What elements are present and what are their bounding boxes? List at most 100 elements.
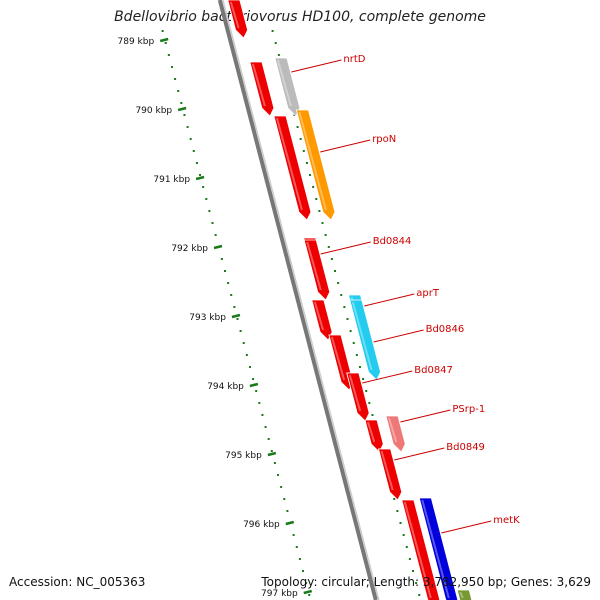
scale-tick [195,175,205,181]
gene-arrow [311,299,333,341]
scale-label: 794 kbp [207,382,244,392]
scale-dot [280,486,283,488]
track-dot [371,414,374,416]
scale-dot [267,438,270,440]
gene-leader-line [364,293,415,307]
track-dot [327,246,330,248]
track-dot [346,318,349,320]
scale-dot [202,186,205,188]
scale-tick [231,313,241,319]
gene-arrow [274,57,301,117]
track-dot [321,222,324,224]
gene-leader-line [400,409,451,423]
scale-dot [227,282,230,284]
gene-highlight [313,301,325,331]
gene-arrow [349,299,381,381]
scale-tick [213,244,223,250]
track-dot [309,174,312,176]
scale-dot [183,114,186,116]
gene-highlight [403,501,432,599]
scale-tick [303,589,313,595]
scale-dot [186,126,189,128]
scale-tick [267,451,277,457]
scale-label: 795 kbp [225,451,262,461]
gene-arrow [378,448,403,501]
gene-arrow [385,415,406,453]
scale-dot [273,462,276,464]
gene-label: Bd0847 [414,365,453,376]
scale-dot [164,42,167,44]
track-dot [399,522,402,524]
track-dot [334,270,336,272]
scale-dot [192,150,195,152]
track-dot [408,558,411,560]
gene-label: nrtD [343,54,365,65]
gene-leader-line [441,520,492,534]
scale-dot [233,306,236,308]
scale-dot [292,534,295,536]
gene-leader-line [320,241,371,255]
scale-dot [205,198,208,200]
gene-highlight [348,374,362,412]
scale-dot [220,258,223,260]
track-dot [324,234,327,236]
gene-highlight [330,336,346,381]
scale-dot [224,270,226,272]
scale-dot [298,558,301,560]
scale-dot [295,546,298,548]
gene-arrow [273,115,312,221]
scale-dot [252,378,255,380]
gene-label: Bd0846 [426,324,465,335]
scale-dot [170,66,173,68]
gene-highlight [380,450,394,491]
gene-highlight [298,111,327,211]
gene-leader-line [320,139,371,153]
map-title: Bdellovibrio bacteriovorus HD100, comple… [114,9,486,25]
track-dot [355,354,358,356]
gene-label: Bd0844 [373,236,412,247]
scale-dot [270,450,273,452]
gene-highlight [459,591,464,599]
track-dot [315,198,318,200]
track-dot [305,162,308,164]
accession-text: Accession: NC_005363 [9,575,146,589]
scale-dot [195,162,198,164]
gene-arrow [456,589,473,600]
scale-dot [258,402,261,404]
scale-dot [208,210,211,212]
scale-dot [302,570,304,572]
gene-label: aprT [416,288,440,299]
track-dot [337,282,340,284]
scale-dot [283,498,286,500]
scale-dot [286,510,289,512]
track-dot [393,498,396,500]
gene-arrow [227,0,249,39]
gene-highlight [351,301,373,371]
gene-highlight [367,421,376,443]
gene-highlight [388,417,398,443]
scale-dot [230,294,233,296]
track-dot [274,42,277,44]
track-dot [405,546,408,548]
gene-arrow [364,419,384,453]
gene-label: metK [493,515,520,526]
track-dot [365,390,368,392]
gene-arrow [346,372,370,422]
track-dot [362,378,365,380]
scale-label: 792 kbp [171,244,208,254]
scale-dot [305,582,308,584]
scale-label: 789 kbp [118,37,155,47]
scale-dot [242,342,245,344]
gene-label: Bd0849 [446,442,485,453]
track-dot [318,210,321,212]
track-dot [271,30,274,32]
track-dot [299,138,302,140]
track-dot [396,510,399,512]
gene-highlight [306,241,322,291]
gene-arrow [303,239,331,301]
gene-label: PSrp-1 [452,404,485,415]
gene-leader-line [291,59,342,73]
scale-label: 796 kbp [243,520,280,530]
